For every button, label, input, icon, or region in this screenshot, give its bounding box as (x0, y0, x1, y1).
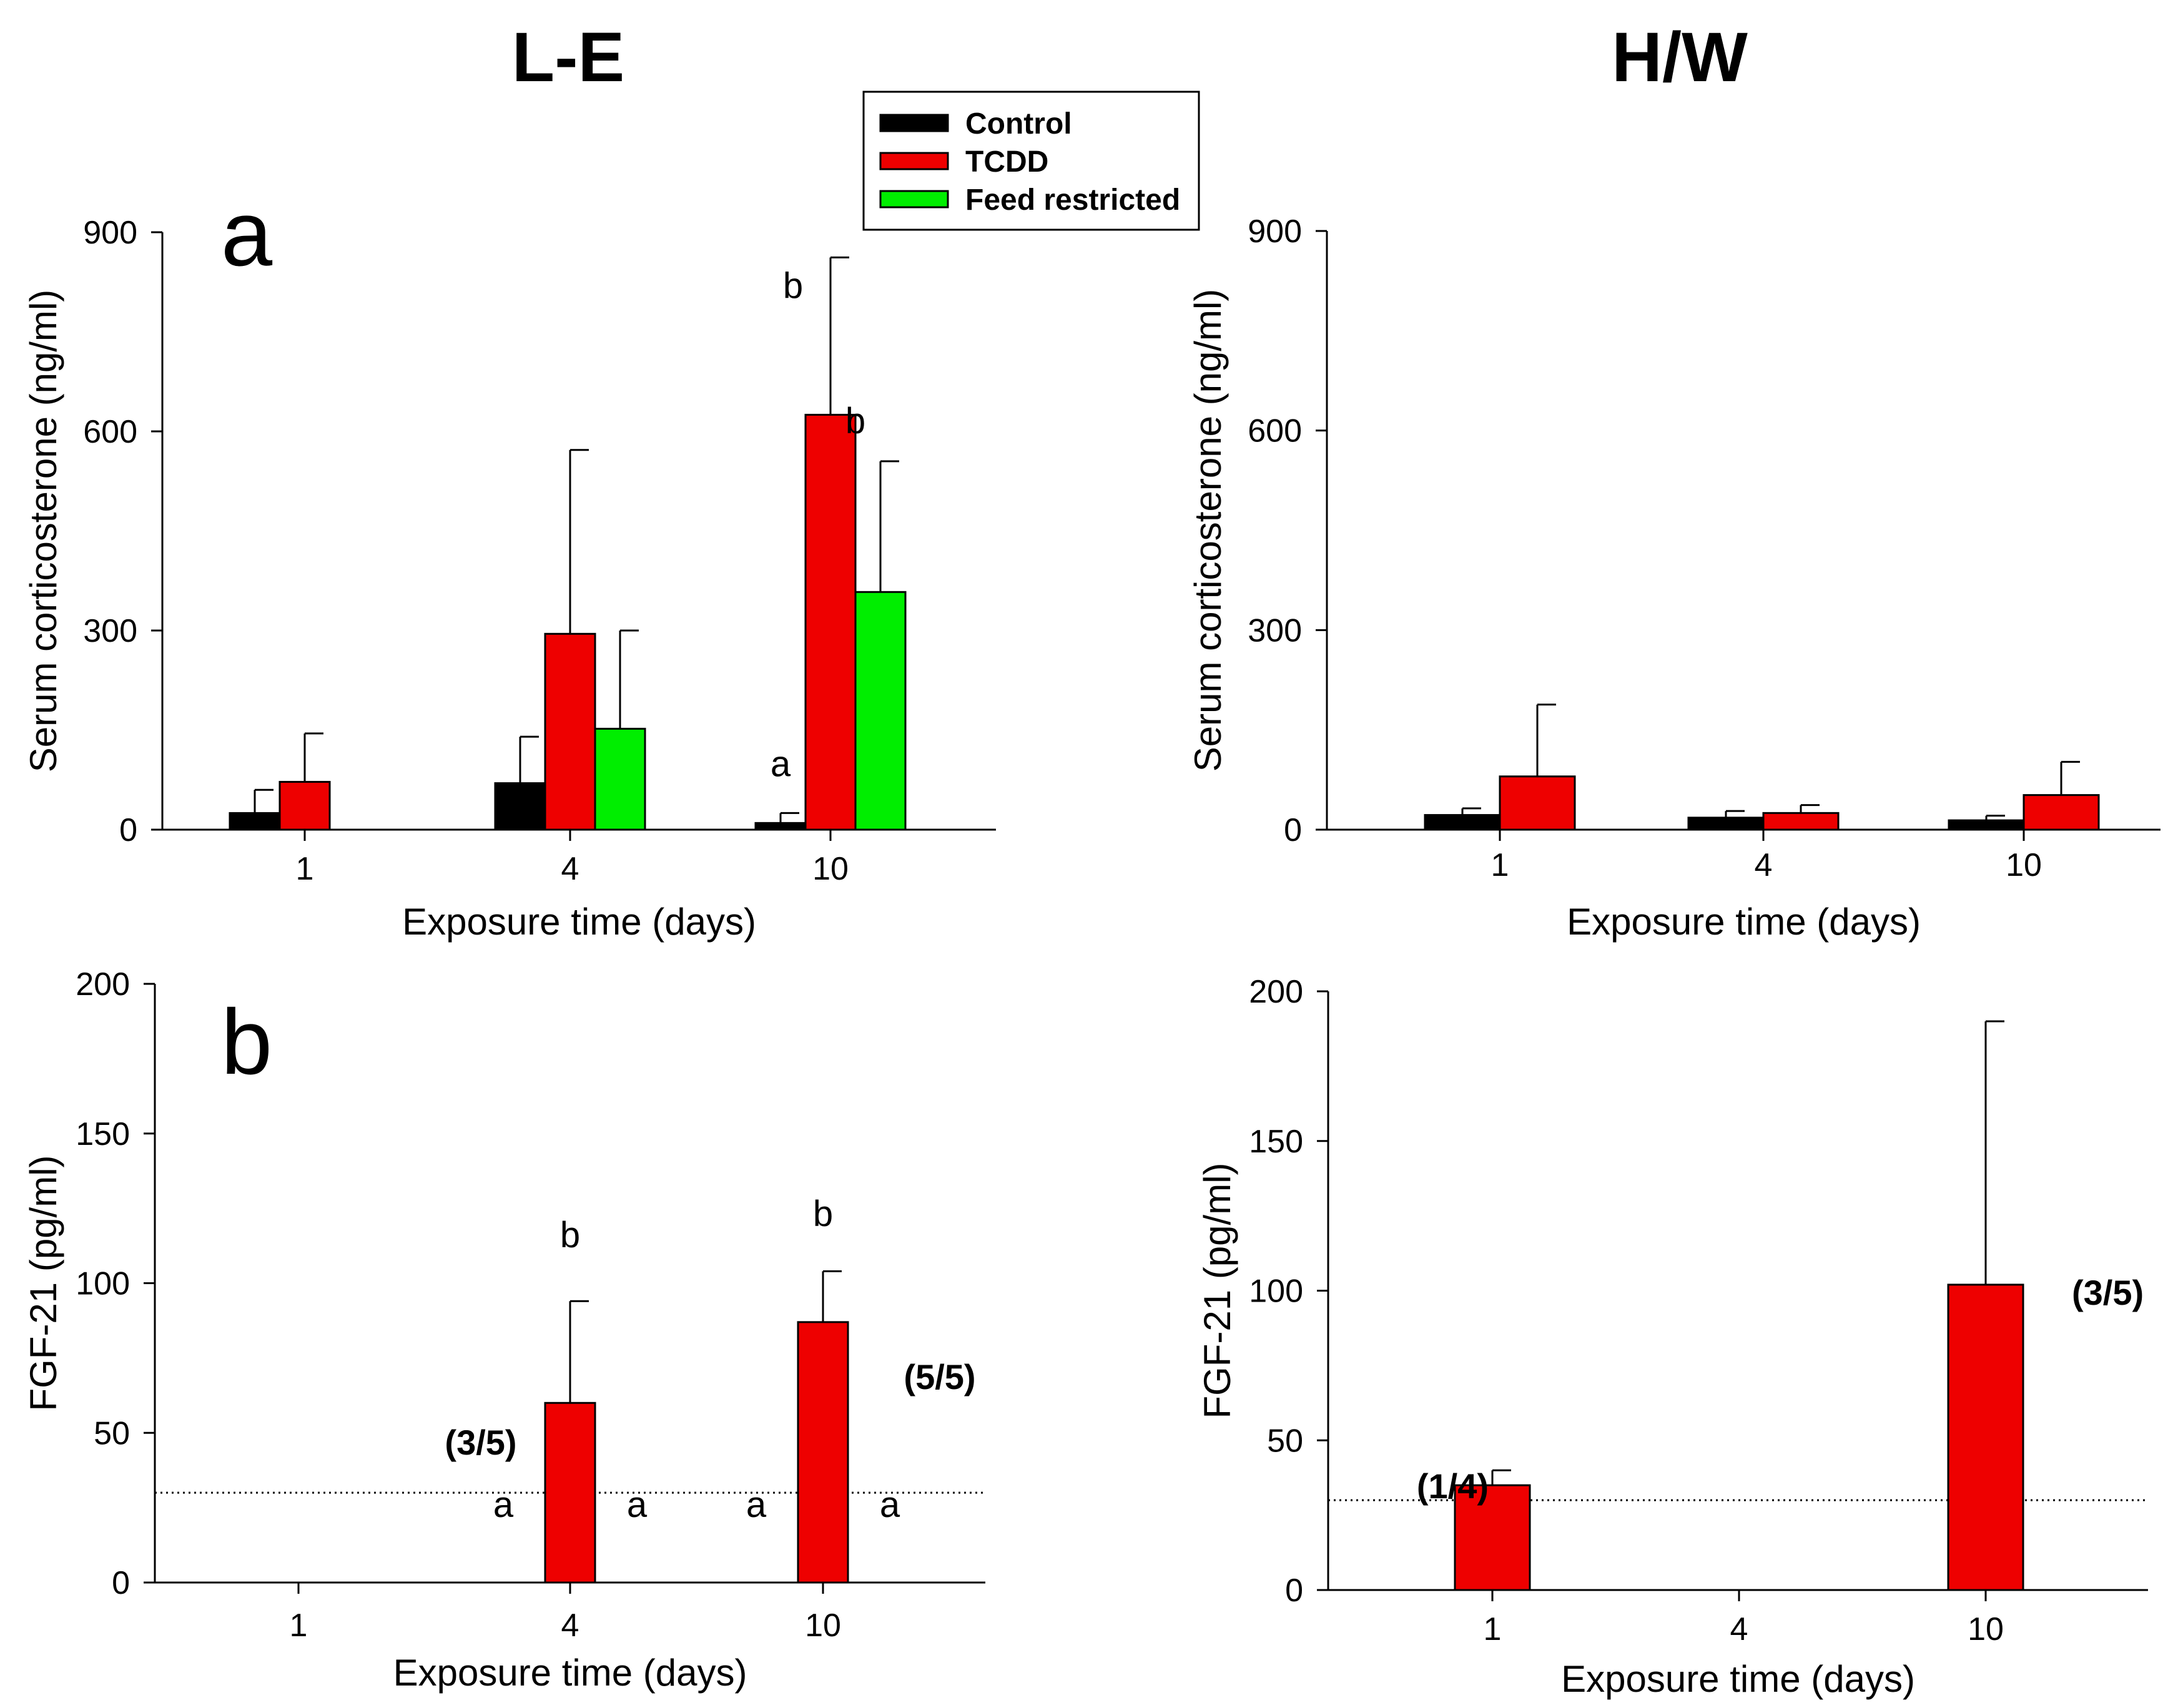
column-title-hw: H/W (1612, 18, 1748, 96)
panel-le-fgf21: 0 50 100 150 200 1 4 10 FGF-21 (pg/ml) Exposure t… (22, 966, 985, 1694)
x-tick-label: 1 (1491, 847, 1509, 883)
significance-label: a (627, 1485, 648, 1525)
y-tick-label: 100 (1249, 1274, 1303, 1310)
y-tick-label: 100 (76, 1266, 130, 1302)
y-tick-label: 900 (1248, 214, 1302, 250)
ratio-label: (5/5) (904, 1357, 975, 1396)
y-axis-title: FGF-21 (pg/ml) (22, 1155, 64, 1411)
panel-letter: a (221, 182, 273, 285)
y-tick-label: 600 (83, 414, 137, 450)
bar-tcdd-day-1 (1454, 1484, 1531, 1591)
x-tick-label: 1 (290, 1607, 308, 1644)
significance-label: b (783, 265, 803, 306)
y-axis-title: FGF-21 (pg/ml) (1196, 1162, 1238, 1418)
legend-swatch-tcdd (879, 152, 949, 170)
legend-swatch-control (879, 114, 949, 132)
bar-control-day-4 (1687, 817, 1765, 831)
bar-tcdd-day-10 (2023, 794, 2100, 831)
x-axis-title: Exposure time (days) (393, 1652, 747, 1694)
bar-tcdd-day-4 (544, 632, 596, 831)
bar-control-day-10 (1948, 819, 2025, 831)
y-tick-label: 50 (94, 1415, 130, 1451)
y-tick-label: 0 (119, 812, 137, 848)
significance-label: b (845, 401, 865, 441)
legend: Control TCDD Feed restricted (862, 91, 1200, 231)
bar-control-day-1 (229, 812, 281, 831)
x-tick-label: 10 (812, 851, 849, 887)
legend-label-tcdd: TCDD (965, 145, 1048, 179)
bar-control-day-4 (494, 782, 546, 831)
significance-label: a (880, 1485, 900, 1525)
bar-tcdd-day-10 (804, 413, 857, 831)
x-axis-title: Exposure time (days) (1561, 1658, 1915, 1700)
x-tick-label: 4 (1730, 1611, 1748, 1647)
ratio-label: (1/4) (1417, 1466, 1489, 1506)
x-tick-label: 1 (296, 851, 314, 887)
x-tick-label: 4 (1755, 847, 1773, 883)
x-tick-label: 10 (2006, 847, 2042, 883)
y-tick-label: 900 (83, 215, 137, 251)
significance-label: a (771, 744, 791, 784)
x-tick-label: 1 (1484, 1611, 1502, 1647)
y-tick-label: 0 (112, 1565, 130, 1601)
significance-label: a (746, 1485, 767, 1525)
legend-label-feed-restricted: Feed restricted (965, 184, 1180, 217)
x-tick-label: 10 (805, 1607, 841, 1644)
y-tick-label: 0 (1284, 812, 1302, 848)
x-axis-title: Exposure time (days) (1567, 901, 1921, 943)
y-axis-title: Serum corticosterone (ng/ml) (22, 290, 64, 773)
bar-feed-restricted-day-10 (854, 591, 907, 831)
significance-label: a (493, 1485, 514, 1525)
y-tick-label: 600 (1248, 413, 1302, 449)
legend-label-control: Control (965, 107, 1072, 140)
legend-swatch-feed-restricted (879, 190, 949, 209)
x-tick-label: 4 (561, 1607, 579, 1644)
bar-tcdd-day-4 (1762, 812, 1840, 831)
bar-tcdd-day-1 (278, 780, 331, 831)
column-title-le: L-E (512, 18, 624, 96)
x-tick-label: 4 (561, 851, 579, 887)
bar-tcdd-day-10 (1947, 1283, 2024, 1591)
panel-le-corticosterone: 0 300 600 900 1 4 10 Serum corticosterone (ng/m… (22, 182, 996, 943)
y-tick-label: 200 (76, 966, 130, 1003)
bar-control-day-1 (1424, 814, 1501, 831)
bar-tcdd-day-4 (544, 1401, 596, 1584)
significance-label: b (813, 1194, 833, 1234)
x-axis-title: Exposure time (days) (402, 901, 756, 943)
y-tick-label: 50 (1267, 1423, 1303, 1459)
ratio-label: (3/5) (445, 1423, 516, 1462)
bar-tcdd-day-1 (1499, 775, 1576, 831)
y-tick-label: 0 (1285, 1573, 1303, 1609)
bar-control-day-10 (754, 822, 807, 831)
x-tick-label: 10 (1968, 1611, 2004, 1647)
y-axis-title: Serum corticosterone (ng/ml) (1187, 289, 1229, 772)
y-tick-label: 300 (83, 613, 137, 649)
bar-feed-restricted-day-4 (594, 727, 646, 831)
ratio-label: (3/5) (2072, 1273, 2144, 1312)
panel-hw-fgf21: 0 50 100 150 200 1 4 10 FGF-21 (pg/ml) Exposure t… (1196, 974, 2148, 1700)
panel-hw-corticosterone: 0 300 600 900 1 4 10 Serum corticosterone (ng/m… (1187, 214, 2161, 943)
y-tick-label: 300 (1248, 612, 1302, 649)
y-tick-label: 150 (76, 1116, 130, 1152)
y-tick-label: 150 (1249, 1124, 1303, 1160)
bar-tcdd-day-10 (797, 1321, 849, 1584)
y-tick-label: 200 (1249, 974, 1303, 1010)
significance-label: b (560, 1215, 580, 1255)
panel-letter: b (221, 991, 272, 1094)
